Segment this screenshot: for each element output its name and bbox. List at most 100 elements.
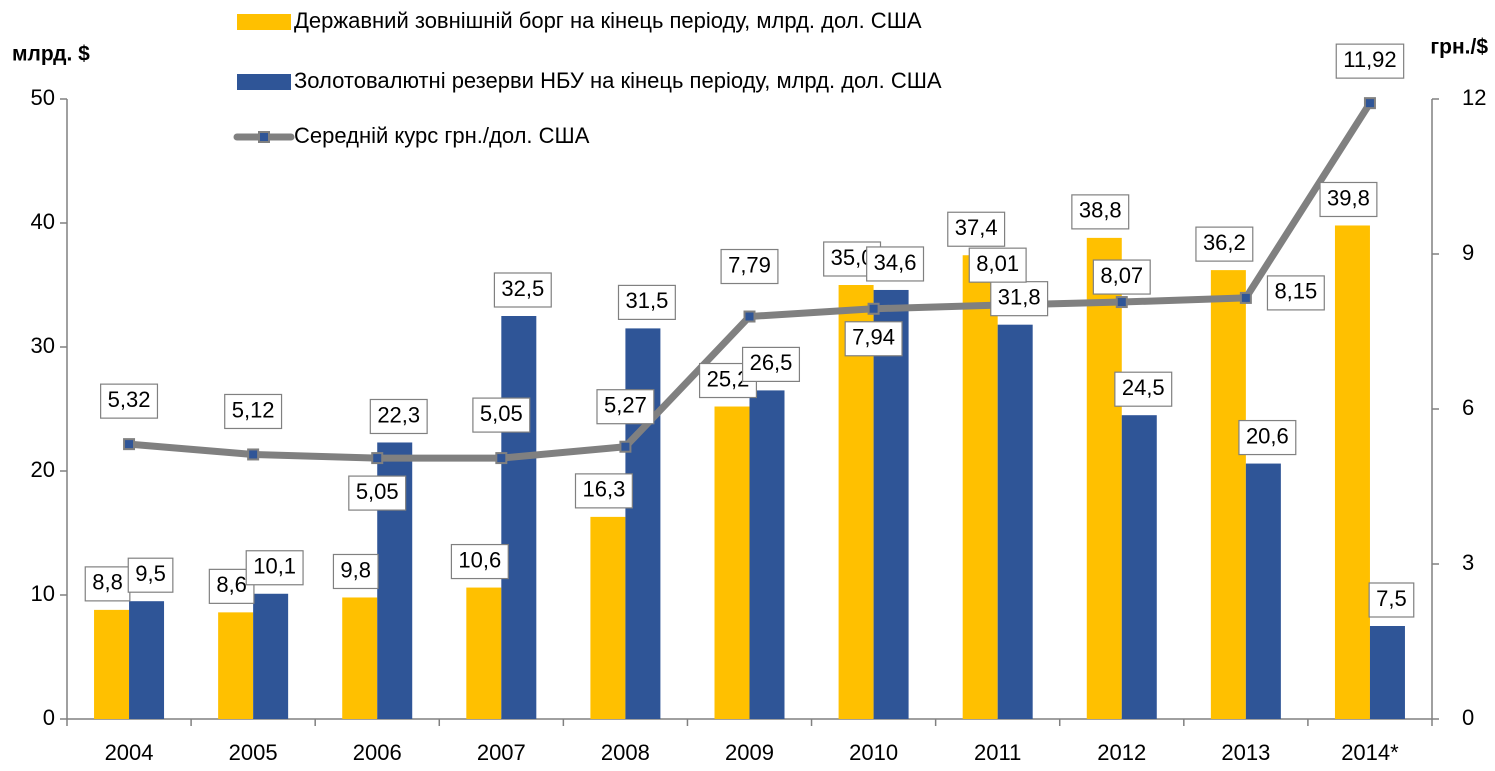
x-tick-label: 2011 <box>974 740 1021 765</box>
bar <box>1210 270 1246 719</box>
data-label: 9,8 <box>340 557 371 582</box>
line-marker <box>495 452 508 465</box>
line-marker <box>371 452 384 465</box>
data-label: 38,8 <box>1079 198 1122 223</box>
y-tick-label: 20 <box>31 457 55 482</box>
label-box <box>472 397 531 433</box>
x-tick-label: 2014* <box>1341 740 1399 765</box>
line-marker <box>247 448 260 461</box>
y2-tick-label: 6 <box>1462 395 1474 420</box>
x-tick-label: 2008 <box>601 740 650 765</box>
y-tick-label: 50 <box>31 85 55 110</box>
x-tick-label: 2012 <box>1097 740 1146 765</box>
label-box <box>844 321 903 357</box>
label-box <box>866 246 925 282</box>
data-label: 8,15 <box>1274 279 1317 304</box>
bar <box>962 255 998 720</box>
data-label: 8,8 <box>92 570 123 595</box>
label-box <box>596 389 655 425</box>
data-label: 26,5 <box>750 350 793 375</box>
bar <box>253 593 289 719</box>
data-label: 8,01 <box>976 251 1019 276</box>
line-marker <box>743 310 756 323</box>
data-label: 31,8 <box>998 284 1041 309</box>
label-box <box>1092 259 1151 295</box>
line-marker <box>123 438 136 451</box>
data-label: 10,1 <box>253 554 296 579</box>
y-tick-label: 10 <box>31 581 55 606</box>
bar <box>1334 225 1370 720</box>
label-box <box>1238 419 1297 456</box>
line-marker <box>867 302 880 315</box>
label-box <box>493 272 552 308</box>
legend-swatch-marker <box>258 131 270 143</box>
data-label: 24,5 <box>1122 375 1165 400</box>
bar <box>838 285 874 719</box>
label-box <box>100 383 159 419</box>
bar <box>873 289 909 719</box>
bar <box>342 597 378 719</box>
legend-swatch <box>237 14 291 30</box>
label-box <box>369 398 428 435</box>
label-box <box>245 550 304 586</box>
label-box <box>332 553 379 590</box>
bar <box>749 390 785 719</box>
x-tick-label: 2007 <box>477 740 526 765</box>
legend-label: Державний зовнішній борг на кінець періо… <box>294 8 922 33</box>
bar <box>590 516 626 719</box>
label-box <box>208 568 255 604</box>
legend-swatch <box>237 74 291 90</box>
y2-tick-label: 9 <box>1462 240 1474 265</box>
label-box <box>348 475 407 511</box>
y-tick-label: 30 <box>31 333 55 358</box>
label-box <box>1266 275 1325 311</box>
line-marker <box>1363 97 1376 110</box>
bar <box>94 609 130 719</box>
data-label: 36,2 <box>1203 230 1246 255</box>
y-tick-label: 40 <box>31 209 55 234</box>
label-box <box>127 557 174 593</box>
bar <box>1121 415 1157 719</box>
data-label: 5,32 <box>108 387 151 412</box>
label-box <box>1319 181 1378 218</box>
line-marker <box>1239 291 1252 304</box>
data-label: 39,8 <box>1327 185 1370 210</box>
bar <box>218 612 254 719</box>
data-label: 34,6 <box>874 250 917 275</box>
line-marker <box>1115 296 1128 309</box>
label-box <box>720 248 779 285</box>
data-label: 5,05 <box>480 401 523 426</box>
data-label: 37,4 <box>955 215 998 240</box>
label-box <box>574 473 633 509</box>
data-label: 5,12 <box>232 397 275 422</box>
bar <box>625 328 661 719</box>
x-tick-label: 2013 <box>1221 740 1270 765</box>
bar <box>129 601 165 719</box>
bar <box>466 587 502 719</box>
data-label: 5,27 <box>604 393 647 418</box>
data-label: 7,5 <box>1376 586 1407 611</box>
legend-label: Золотовалютні резерви НБУ на кінець пері… <box>294 68 942 93</box>
label-box <box>1368 582 1415 618</box>
y2-tick-label: 12 <box>1462 85 1486 110</box>
label-box <box>990 281 1049 317</box>
data-label: 7,94 <box>852 325 895 350</box>
bar <box>1369 626 1405 719</box>
bar <box>501 316 537 719</box>
label-box <box>84 566 131 602</box>
y-axis-title: млрд. $ <box>12 43 90 66</box>
label-box <box>1335 43 1405 79</box>
label-box <box>741 346 801 382</box>
x-tick-label: 2009 <box>725 740 774 765</box>
data-label: 31,5 <box>625 288 668 313</box>
data-label: 9,5 <box>135 561 166 586</box>
label-box <box>450 543 509 580</box>
label-box <box>1195 226 1254 262</box>
label-box <box>1114 371 1173 407</box>
data-label: 5,05 <box>356 479 399 504</box>
x-tick-label: 2006 <box>353 740 402 765</box>
data-label: 16,3 <box>582 477 625 502</box>
label-box <box>1071 194 1130 230</box>
data-label: 20,6 <box>1246 423 1289 448</box>
label-box <box>947 211 1006 247</box>
